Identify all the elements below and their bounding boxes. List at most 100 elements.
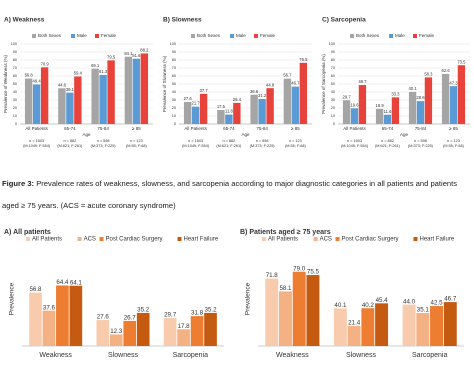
chart-title: B) Slowness bbox=[163, 17, 202, 24]
legend-label: Heart Failure bbox=[420, 237, 455, 243]
category-note: n = 123 bbox=[447, 139, 460, 143]
category-note: (M:55; F:68) bbox=[285, 144, 306, 148]
caption: Figure 3: Prevalence rates of weakness, … bbox=[2, 173, 472, 217]
value-label: 56.8 bbox=[25, 73, 34, 78]
legend-swatch bbox=[350, 34, 354, 38]
y-tick-label: 0 bbox=[15, 122, 17, 126]
y-tick-label: 80 bbox=[13, 58, 17, 62]
legend-swatch bbox=[262, 237, 266, 241]
y-tick-label: 50 bbox=[172, 82, 176, 86]
legend-label: Female bbox=[419, 33, 435, 38]
value-label: 84.1 bbox=[124, 51, 133, 56]
legend-swatch bbox=[99, 237, 104, 241]
legend-label: ACS bbox=[84, 237, 96, 243]
category-note: n = 882 bbox=[381, 139, 394, 143]
category-note: (M:621; F:261) bbox=[375, 144, 401, 148]
y-tick-label: 20 bbox=[13, 106, 17, 110]
value-label: 44.6 bbox=[58, 82, 67, 87]
chart-title: A) All patients bbox=[4, 229, 51, 236]
x-tick-label: Weakness bbox=[39, 352, 72, 359]
value-label: 19.6 bbox=[350, 102, 359, 107]
bar bbox=[42, 310, 56, 346]
value-label: 64.1 bbox=[70, 279, 83, 286]
legend-swatch bbox=[177, 237, 182, 241]
value-label: 28.6 bbox=[416, 95, 425, 100]
value-label: 73.5 bbox=[457, 59, 466, 64]
category-note: n = 1603 bbox=[29, 139, 44, 143]
category-note: (M:373; F:225) bbox=[250, 144, 276, 148]
bar bbox=[299, 62, 308, 124]
legend-label: Both Sexes bbox=[356, 33, 380, 38]
value-label: 61.3 bbox=[99, 69, 108, 74]
value-label: 18.9 bbox=[376, 103, 385, 108]
bar bbox=[250, 94, 258, 124]
bar bbox=[40, 67, 49, 124]
y-tick-label: 90 bbox=[172, 50, 176, 54]
y-tick-label: 80 bbox=[331, 58, 335, 62]
value-label: 71.8 bbox=[266, 272, 279, 279]
y-tick-label: 30 bbox=[331, 98, 335, 102]
value-label: 58.3 bbox=[424, 71, 433, 76]
bar bbox=[292, 271, 306, 346]
value-label: 31.2 bbox=[258, 93, 267, 98]
value-label: 79.5 bbox=[107, 55, 116, 60]
y-tick-label: 40 bbox=[331, 90, 335, 94]
bar bbox=[375, 303, 389, 346]
y-axis-label: Prevalence bbox=[245, 282, 252, 315]
value-label: 31.8 bbox=[191, 310, 204, 317]
category-note: (M:373; F:225) bbox=[91, 144, 117, 148]
bar bbox=[361, 308, 375, 346]
y-tick-label: 0 bbox=[333, 122, 335, 126]
category-note: n = 1603 bbox=[188, 139, 203, 143]
bar bbox=[402, 304, 416, 346]
bar bbox=[391, 97, 400, 124]
value-label: 44.8 bbox=[266, 82, 275, 87]
value-label: 81.6 bbox=[132, 53, 141, 58]
x-tick-label: ≥ 85 bbox=[449, 126, 458, 131]
legend-label: Male bbox=[395, 33, 405, 38]
x-tick-label: Sarcopenia bbox=[412, 352, 448, 359]
legend-label: All Patients bbox=[268, 237, 298, 243]
y-tick-label: 60 bbox=[172, 74, 176, 78]
bar bbox=[177, 329, 190, 346]
x-tick-label: ≥ 85 bbox=[291, 126, 300, 131]
legend-swatch bbox=[413, 237, 418, 241]
category-note: n = 882 bbox=[63, 139, 76, 143]
bar bbox=[29, 292, 42, 346]
value-label: 49.4 bbox=[33, 79, 42, 84]
category-note: (M:621; F:261) bbox=[216, 144, 242, 148]
legend-swatch bbox=[254, 34, 258, 38]
bar bbox=[441, 73, 450, 124]
bar bbox=[350, 108, 359, 124]
bar bbox=[190, 316, 204, 346]
bar bbox=[266, 88, 274, 124]
legend-label: Both Sexes bbox=[197, 33, 221, 38]
bar bbox=[283, 78, 292, 124]
category-note: (M:1049; F:554) bbox=[182, 144, 210, 148]
bar bbox=[383, 114, 392, 124]
x-tick-label: 65-74 bbox=[223, 126, 235, 131]
y-tick-label: 90 bbox=[13, 50, 17, 54]
y-tick-label: 100 bbox=[11, 42, 17, 46]
category-note: (M:55; F:68) bbox=[443, 144, 464, 148]
y-axis-label: Prevalence of Weakness (%) bbox=[3, 55, 8, 113]
value-label: 39.1 bbox=[66, 87, 75, 92]
x-axis-label: Age bbox=[241, 132, 250, 137]
value-label: 70.9 bbox=[41, 61, 50, 66]
bar bbox=[225, 114, 233, 124]
bar bbox=[24, 78, 33, 124]
y-tick-label: 90 bbox=[331, 50, 335, 54]
value-label: 69.1 bbox=[91, 63, 100, 68]
legend-label: Male bbox=[236, 33, 246, 38]
value-label: 44.0 bbox=[403, 298, 416, 305]
y-tick-label: 30 bbox=[172, 98, 176, 102]
bar bbox=[74, 76, 82, 124]
y-tick-label: 30 bbox=[13, 98, 17, 102]
value-label: 42.5 bbox=[431, 300, 444, 307]
value-label: 35.1 bbox=[417, 307, 430, 314]
legend-label: Post Cardiac Surgery bbox=[342, 237, 399, 243]
category-note: (M:1049; F:554) bbox=[23, 144, 51, 148]
category-note: n = 598 bbox=[97, 139, 110, 143]
y-tick-label: 70 bbox=[13, 66, 17, 70]
bar bbox=[416, 313, 430, 346]
